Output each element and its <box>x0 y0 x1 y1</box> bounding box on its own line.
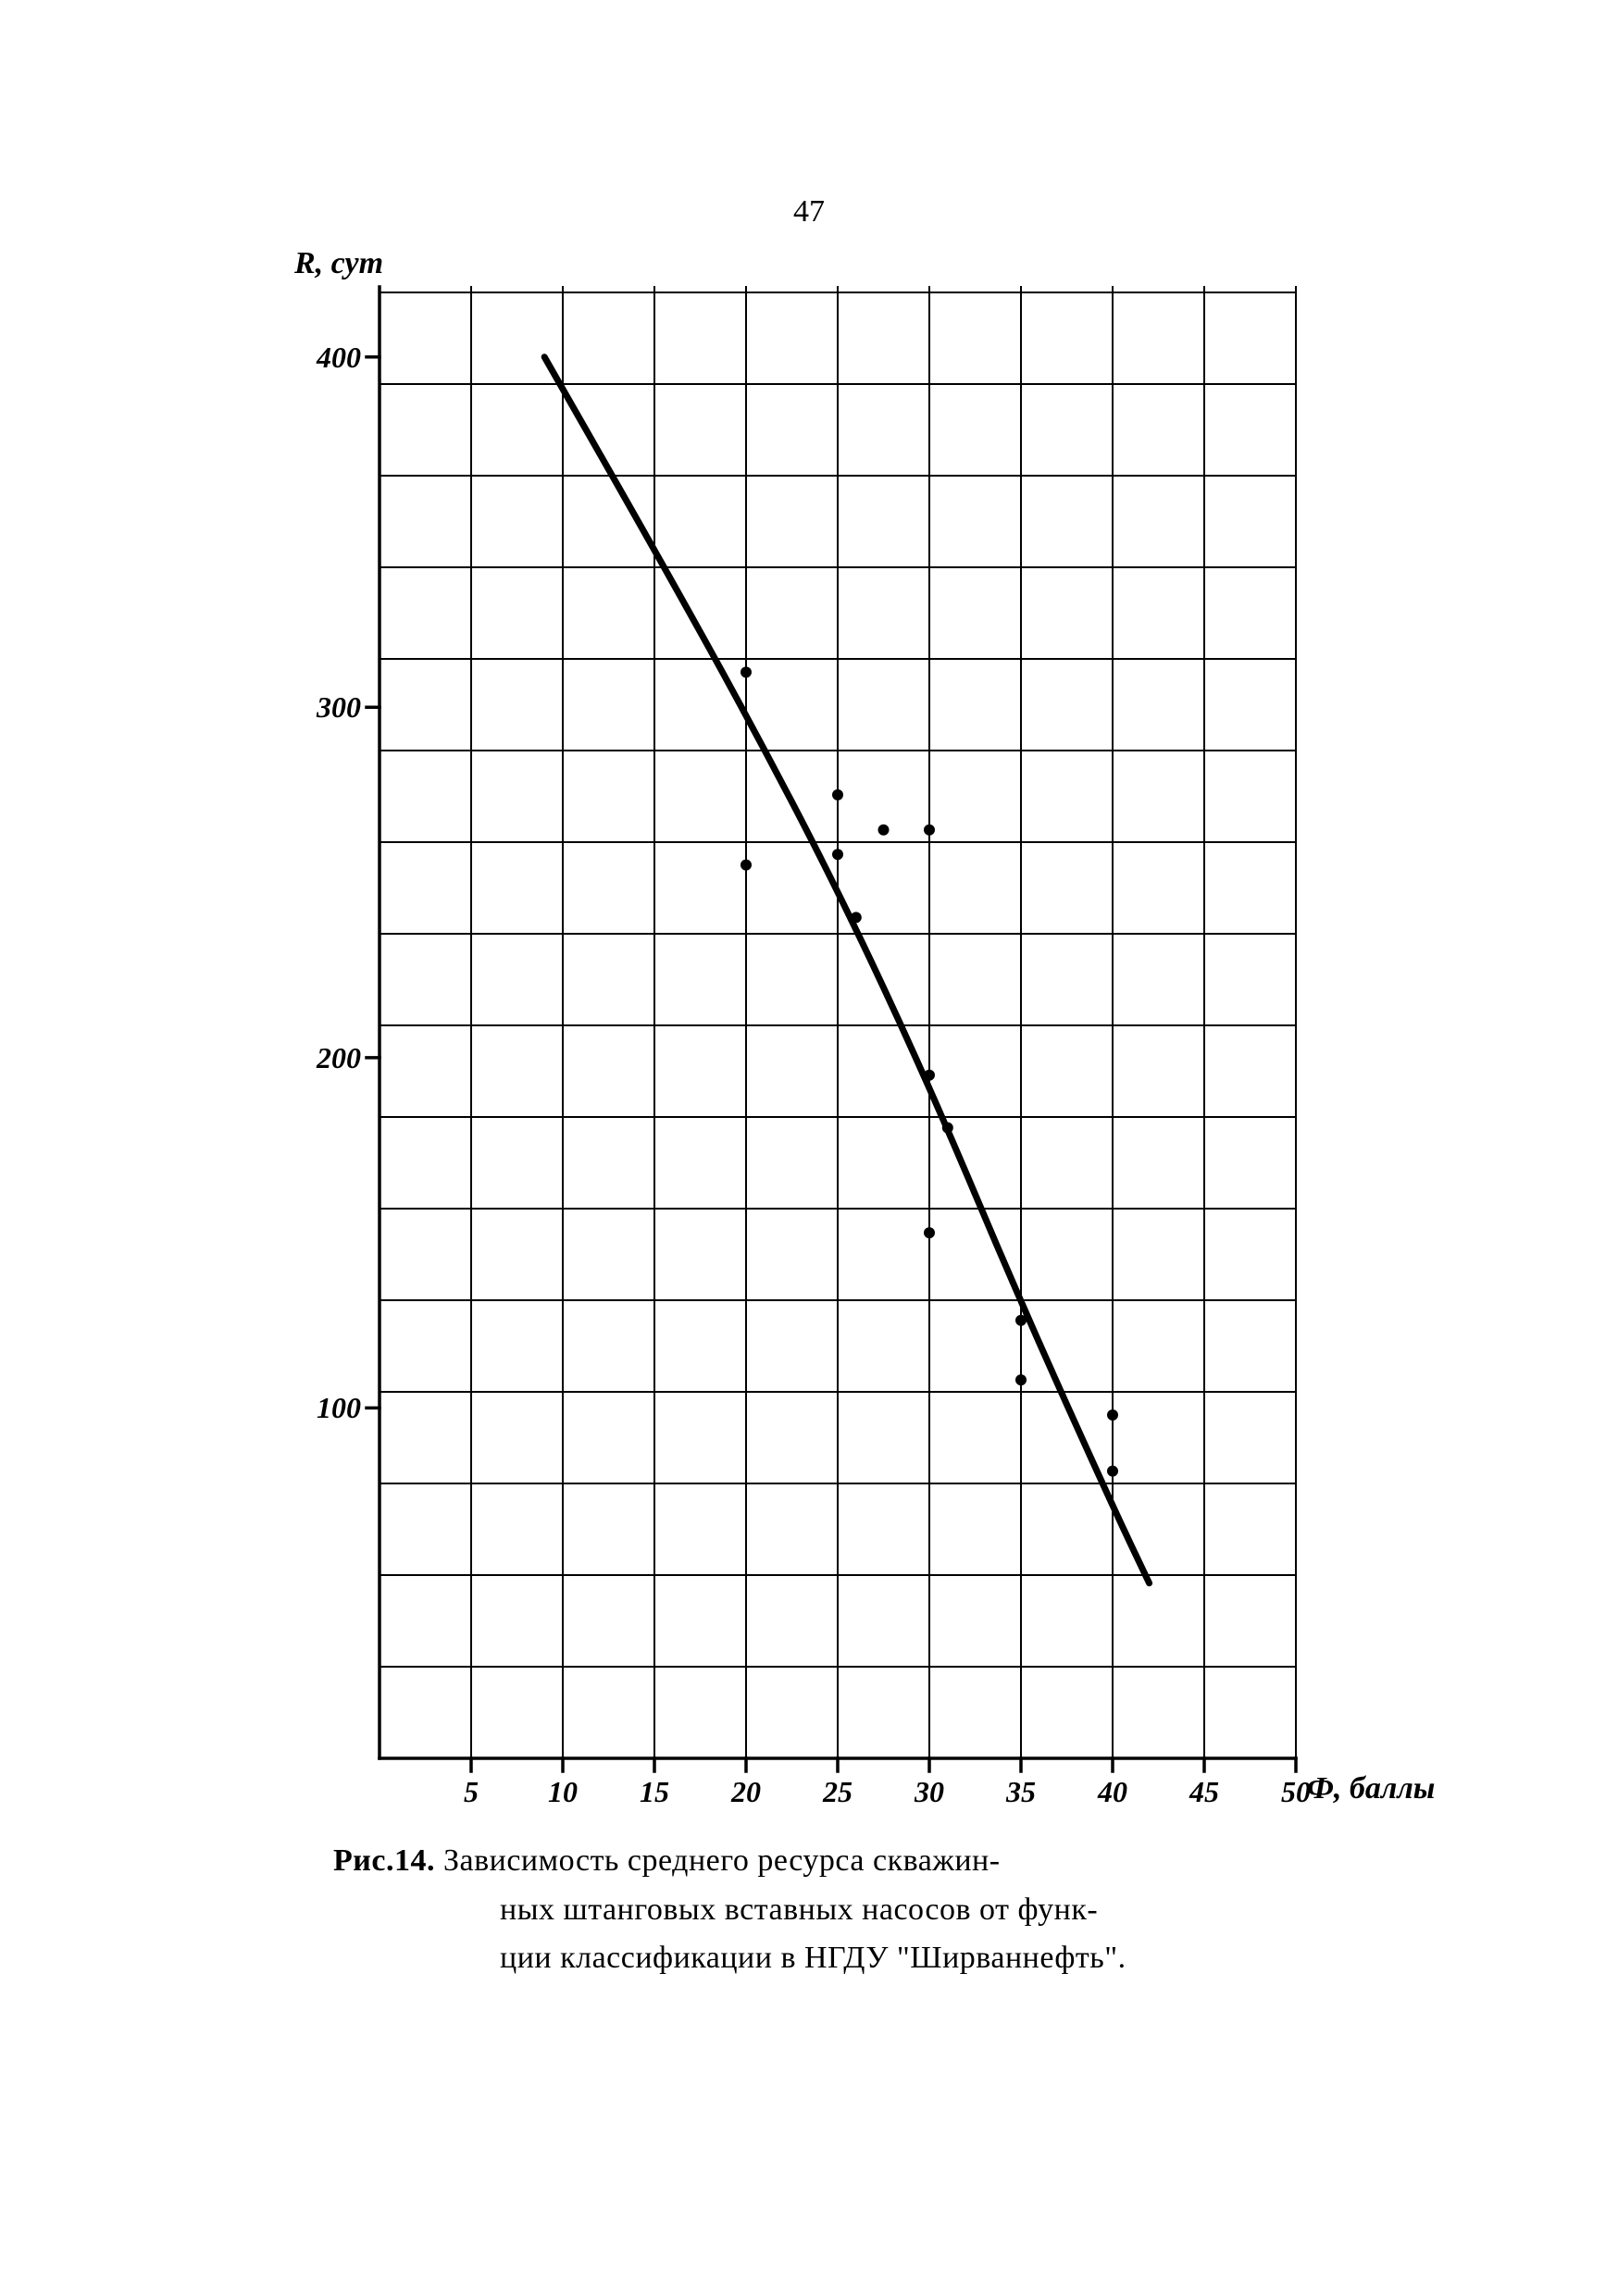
chart-svg <box>278 241 1314 1814</box>
figure-caption: Рис.14. Зависимость среднего ресурса скв… <box>333 1837 1296 1983</box>
y-tick-label: 100 <box>287 1391 361 1425</box>
figure-label: Рис.14. <box>333 1843 435 1878</box>
y-tick-label: 200 <box>287 1041 361 1075</box>
fitted-curve <box>544 357 1149 1583</box>
x-tick-label: 15 <box>627 1775 682 1809</box>
x-tick-label: 35 <box>993 1775 1049 1809</box>
data-point <box>924 825 935 836</box>
data-point <box>1107 1409 1118 1421</box>
data-point <box>741 666 752 677</box>
y-axis-label: R, сут <box>294 246 383 281</box>
page-number: 47 <box>0 194 1618 230</box>
y-tick-label: 400 <box>287 341 361 375</box>
data-point <box>1107 1466 1118 1477</box>
chart-container: R, сут 100200300400 5101520253035404550 … <box>278 241 1314 1814</box>
x-tick-label: 25 <box>810 1775 865 1809</box>
caption-line-3: ции классификации в НГДУ "Ширваннефть". <box>333 1934 1296 1983</box>
data-point <box>1015 1315 1027 1326</box>
caption-line-2: ных штанговых вставных насосов от функ- <box>333 1886 1296 1935</box>
y-tick-label: 300 <box>287 690 361 725</box>
x-tick-label: 30 <box>902 1775 957 1809</box>
x-tick-label: 20 <box>718 1775 774 1809</box>
data-point <box>741 860 752 871</box>
x-axis-label: Ф, баллы <box>1307 1771 1435 1806</box>
x-tick-label: 10 <box>535 1775 591 1809</box>
x-tick-label: 5 <box>443 1775 499 1809</box>
data-point <box>851 912 862 923</box>
x-tick-label: 45 <box>1176 1775 1232 1809</box>
data-point <box>832 849 843 860</box>
x-tick-label: 40 <box>1085 1775 1140 1809</box>
data-point <box>878 825 890 836</box>
data-point <box>924 1227 935 1238</box>
data-point <box>942 1123 953 1134</box>
caption-line-1: Зависимость среднего ресурса скважин- <box>435 1843 1001 1878</box>
data-point <box>1015 1374 1027 1385</box>
data-point <box>924 1070 935 1081</box>
data-point <box>832 789 843 800</box>
